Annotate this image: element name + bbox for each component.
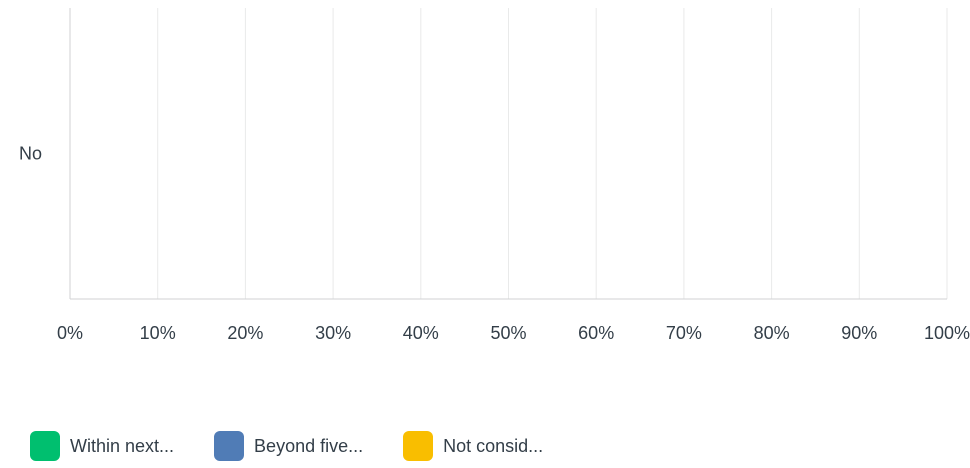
legend-item: Beyond five...: [214, 431, 363, 461]
legend-swatch: [214, 431, 245, 461]
x-tick-labels: 0% 10% 20% 30% 40% 50% 60% 70% 80% 90% 100%: [57, 323, 970, 343]
category-label: No: [19, 144, 42, 164]
legend-swatch: [30, 431, 60, 461]
legend-label: Not consid...: [443, 435, 544, 456]
gridlines: [157, 8, 948, 299]
x-tick-label: 40%: [403, 323, 439, 343]
x-tick-label: 0%: [57, 323, 83, 343]
x-tick-label: 70%: [666, 323, 702, 343]
legend-label: Beyond five...: [254, 435, 364, 456]
x-tick-label: 20%: [227, 323, 263, 343]
x-tick-label: 50%: [490, 323, 526, 343]
legend-swatch: [403, 431, 434, 461]
x-tick-label: 30%: [315, 323, 351, 343]
category-labels: No: [19, 144, 42, 164]
legend-label: Within next...: [70, 435, 175, 456]
x-tick-label: 100%: [924, 323, 970, 343]
x-tick-label: 10%: [140, 323, 176, 343]
legend-item: Within next...: [30, 431, 174, 461]
x-tick-label: 80%: [754, 323, 790, 343]
chart: 0% 10% 20% 30% 40% 50% 60% 70% 80% 90% 100% No: [19, 8, 970, 343]
x-tick-label: 90%: [841, 323, 877, 343]
x-tick-label: 60%: [578, 323, 614, 343]
legend: Within next... Beyond five... Not consid..…: [30, 431, 583, 461]
legend-item: Not consid...: [403, 431, 543, 461]
